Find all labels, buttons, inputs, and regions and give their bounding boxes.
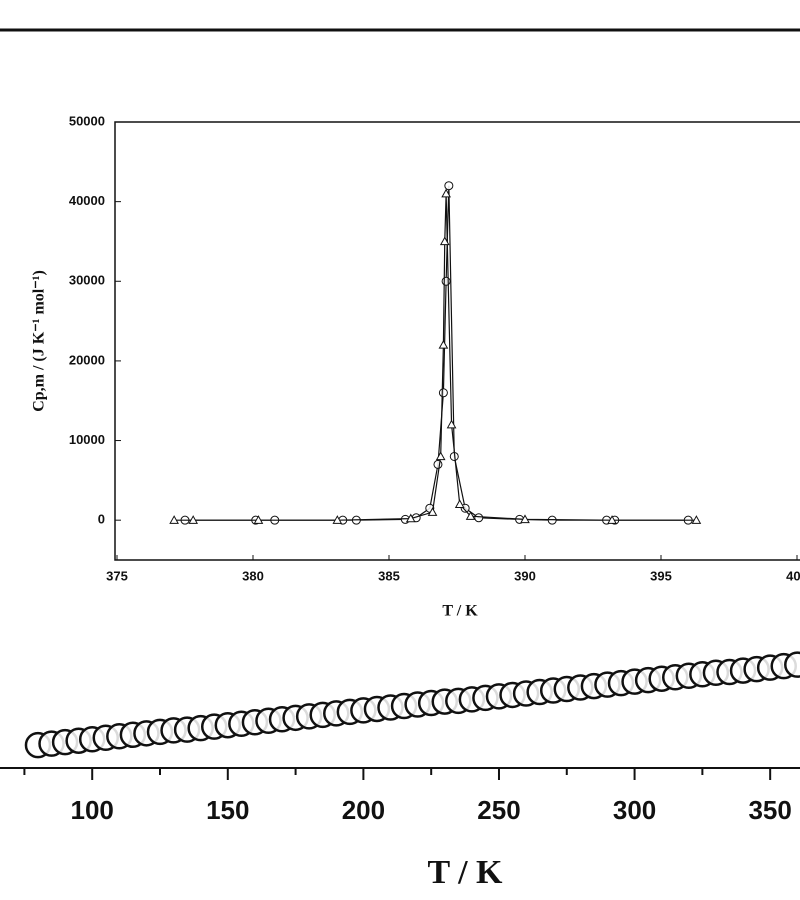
data-point [427, 507, 438, 516]
x-tick-label: 390 [514, 568, 536, 583]
y-tick-label: 40000 [69, 193, 105, 208]
data-point [438, 388, 448, 398]
y-tick-label: 20000 [69, 352, 105, 367]
data-point [441, 188, 451, 198]
y-tick-label: 10000 [69, 432, 105, 447]
inset-y-label: Cp,m / (J K⁻¹ mol⁻¹) [31, 270, 48, 412]
data-point [784, 651, 800, 678]
data-point [465, 511, 476, 520]
y-tick-label: 0 [98, 512, 105, 527]
x-tick-label: 300 [613, 795, 656, 825]
y-tick-label: 50000 [69, 113, 105, 128]
data-point [439, 236, 450, 246]
inset-x-label: T / K [442, 603, 478, 620]
data-point [691, 515, 702, 524]
data-point [444, 181, 454, 191]
x-tick-label: 395 [650, 568, 672, 583]
data-point [332, 515, 343, 524]
x-tick-label: 100 [71, 795, 114, 825]
data-point [435, 451, 446, 461]
data-point [607, 515, 617, 524]
y-tick-label: 30000 [69, 273, 105, 288]
x-tick-label: 250 [477, 795, 520, 825]
data-point [454, 499, 465, 508]
series-line [174, 193, 697, 521]
x-tick-label: 375 [106, 568, 128, 583]
x-tick-label: 150 [206, 795, 249, 825]
data-point [253, 515, 264, 524]
x-axis-label: T / K [428, 854, 504, 891]
data-point [405, 513, 416, 523]
x-tick-label: 200 [342, 795, 385, 825]
data-point [169, 515, 179, 524]
inset-frame [114, 121, 800, 561]
data-point [520, 514, 530, 524]
data-point [188, 515, 199, 524]
data-point [441, 276, 451, 286]
x-tick-label: 380 [242, 568, 264, 583]
x-tick-label: 385 [378, 568, 400, 583]
x-tick-label: 400 [786, 568, 800, 583]
x-tick-label: 350 [748, 795, 791, 825]
data-point [446, 419, 457, 429]
data-point [474, 513, 484, 523]
data-point [438, 339, 449, 349]
data-point [433, 459, 443, 469]
